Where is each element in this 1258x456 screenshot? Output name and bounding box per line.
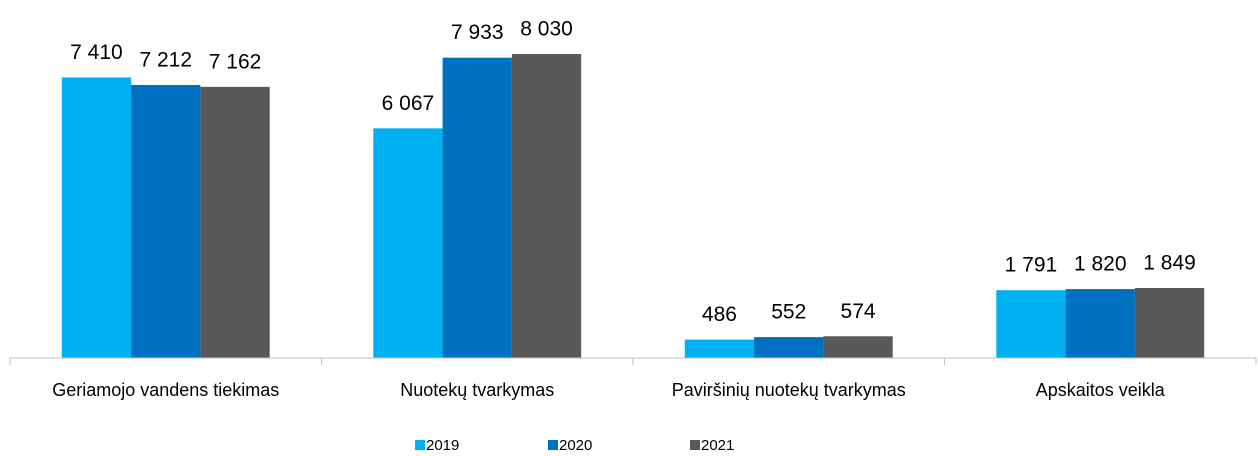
legend-swatch [415,440,425,450]
bar [1065,289,1135,358]
legend-label: 2021 [701,437,734,454]
bar [442,57,512,358]
bar [373,128,443,358]
x-tick-label: Nuotekų tvarkymas [400,380,554,400]
x-tick-label: Paviršinių nuotekų tvarkymas [672,380,906,400]
value-label: 7 933 [451,21,504,44]
value-label: 574 [841,300,876,323]
value-label: 6 067 [382,92,435,115]
bar [996,290,1066,358]
bar [511,54,582,358]
value-label: 7 162 [209,50,262,73]
bar [131,84,201,359]
legend-label: 2020 [559,437,592,454]
value-label: 1 791 [1005,254,1058,277]
bar [684,339,755,358]
legend-label: 2019 [426,437,459,454]
x-tick-label: Apskaitos veikla [1036,380,1166,400]
x-tick-label: Geriamojo vandens tiekimas [52,380,279,400]
bar [1134,288,1205,358]
value-label: 486 [702,303,737,326]
value-label: 1 820 [1074,253,1127,276]
value-label: 1 849 [1143,252,1196,275]
bar [61,77,132,358]
value-label: 7 410 [70,41,123,64]
value-label: 8 030 [520,18,573,41]
bar [200,86,270,358]
bar [754,337,824,358]
legend-swatch [690,440,700,450]
legend-swatch [548,440,558,450]
bar [823,336,893,358]
value-label: 7 212 [139,49,192,72]
value-label: 552 [771,301,806,324]
